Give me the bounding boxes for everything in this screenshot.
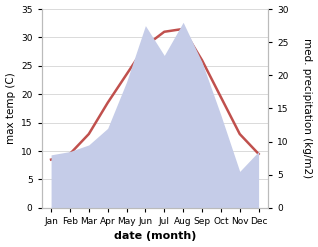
X-axis label: date (month): date (month) [114,231,196,242]
Y-axis label: max temp (C): max temp (C) [5,73,16,144]
Y-axis label: med. precipitation (kg/m2): med. precipitation (kg/m2) [302,38,313,179]
